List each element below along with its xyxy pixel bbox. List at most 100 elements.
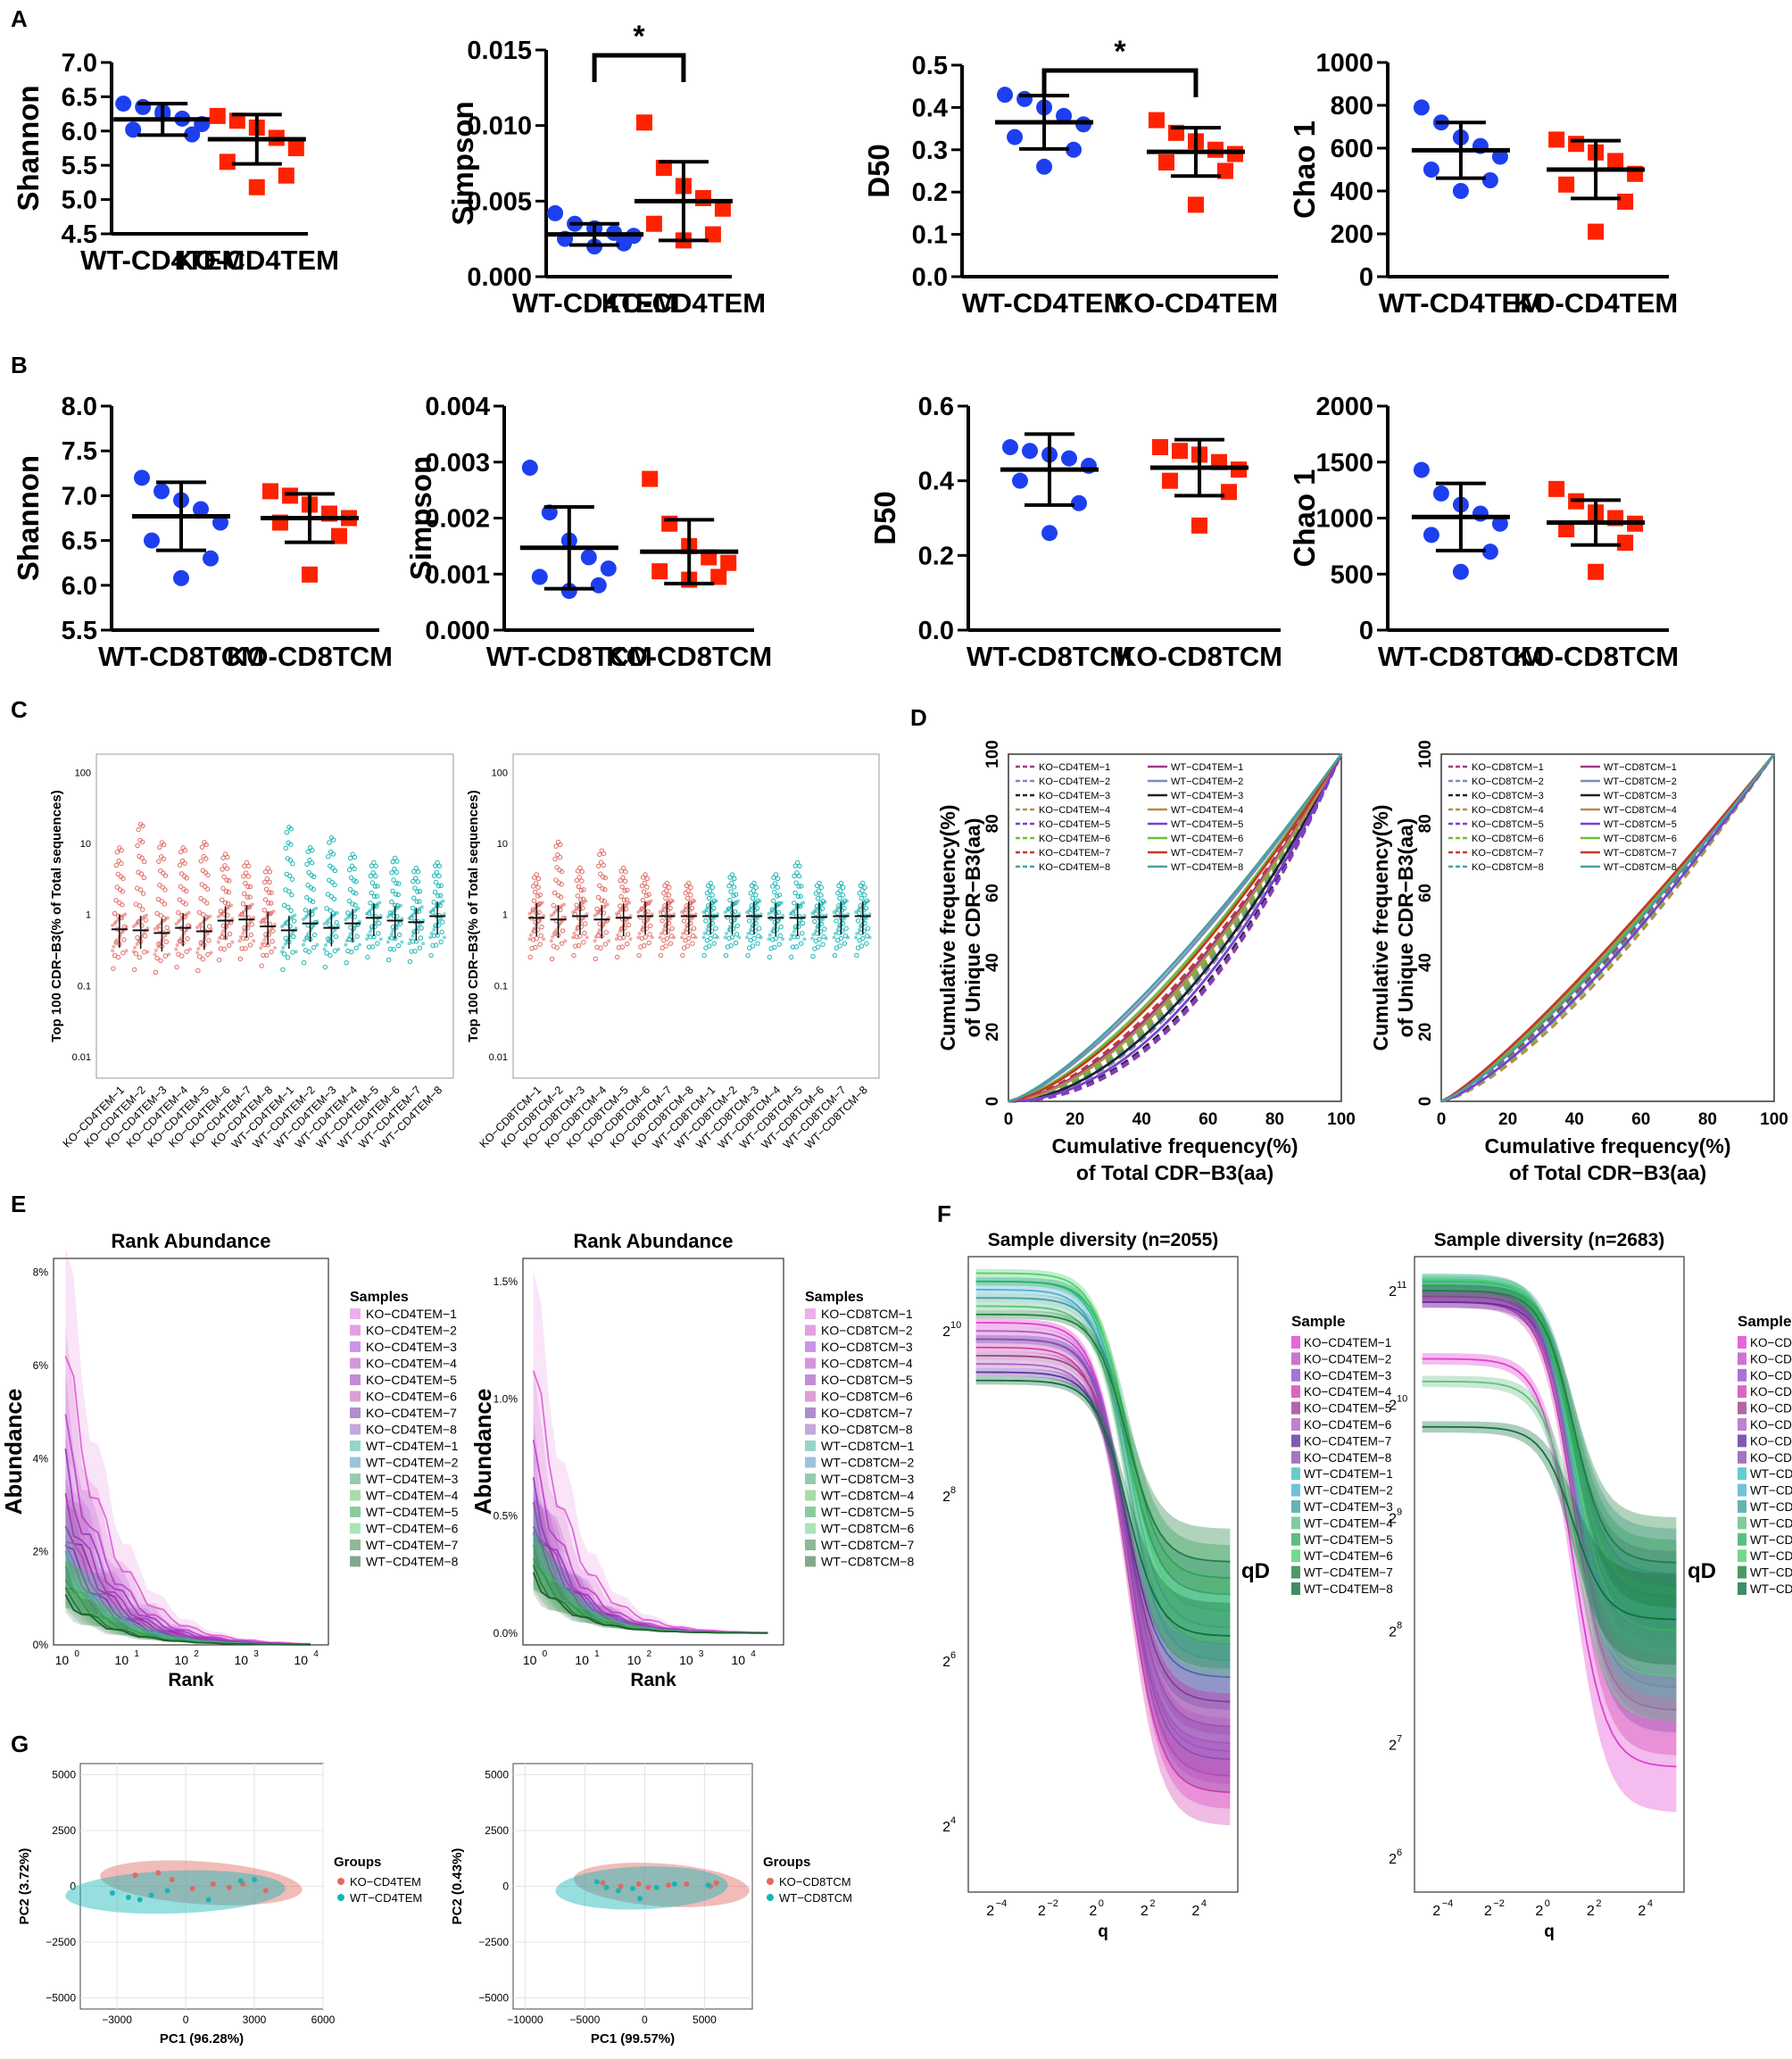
a-d50-xtick-label: WT-CD4TEM (962, 287, 1126, 319)
panel-label-g: G (11, 1731, 29, 1757)
e-cd4tem-legend-label: WT−CD4TEM−1 (366, 1439, 459, 1453)
g-cd8tcm-ko-point (713, 1880, 719, 1886)
c-cd8tcm-point (704, 891, 710, 896)
c-cd8tcm-point (857, 937, 862, 943)
c-cd8tcm-point (794, 859, 801, 866)
g-cd8tcm-ko-ellipse (573, 1863, 750, 1907)
c-cd4tem-point (182, 848, 188, 853)
e-cd4tem-legend-label: KO−CD4TEM−1 (366, 1307, 457, 1321)
f-cd8tcm-legend-key (1738, 1450, 1746, 1464)
d-cd8tcm-legend-label: WT−CD8TCM−1 (1604, 762, 1677, 773)
c-cd4tem-point (162, 953, 169, 959)
c-cd4tem-point (266, 901, 271, 906)
c-cd8tcm-point (767, 911, 771, 916)
c-cd8tcm-point (836, 883, 842, 889)
c-cd4tem-point (225, 854, 230, 860)
b-chao1-ko-point (1617, 535, 1634, 552)
c-cd4tem-point (344, 959, 349, 966)
c-cd4tem-point (131, 967, 137, 973)
c-cd4tem-point (438, 939, 444, 945)
f-cd8tcm-ytick-base: 2 (1389, 1625, 1397, 1640)
f-cd8tcm-legend-key (1738, 1516, 1746, 1530)
c-cd4tem-point (389, 899, 394, 905)
c-cd4tem-point (394, 880, 399, 886)
e-cd8tcm-legend-label: KO−CD8TCM−7 (821, 1406, 913, 1420)
c-cd8tcm-point (573, 943, 578, 949)
e-cd4tem-ylabel: Abundance (0, 1389, 27, 1515)
c-cd8tcm-point (552, 856, 558, 862)
c-cd4tem-point (230, 917, 235, 921)
e-cd4tem-legend-key (350, 1357, 361, 1369)
b-d50-ylabel: D50 (868, 491, 901, 545)
c-cd4tem-point (113, 898, 119, 903)
b-shannon-ytick-label: 6.5 (62, 527, 97, 556)
d-cd4tem-legend-label: KO−CD4TEM−6 (1039, 834, 1110, 844)
g-cd8tcm-wt-point (630, 1886, 635, 1891)
e-cd8tcm-xtick-exp: 1 (594, 1649, 600, 1659)
d-cd4tem-legend-label: WT−CD4TEM−7 (1171, 848, 1243, 859)
f-cd8tcm-legend-label: KO−CD8TCM−4 (1750, 1385, 1792, 1399)
e-cd4tem-legend-label: WT−CD4TEM−2 (366, 1456, 459, 1470)
c-cd4tem-point (431, 873, 437, 878)
c-cd8tcm-point (661, 891, 667, 896)
c-cd4tem-point (141, 950, 147, 955)
f-cd8tcm-ytick-base: 2 (1389, 1739, 1397, 1754)
c-cd8tcm-point (602, 887, 608, 893)
c-cd4tem-point (415, 869, 421, 875)
e-cd8tcm-legend-key (805, 1556, 816, 1567)
c-cd4tem-chart: 0.01 0.1 1 10 100 Top 100 CDR−B3(% of Total s… (49, 753, 454, 1150)
a-simpson-wt-point (616, 235, 633, 252)
c-cd8tcm-point (846, 935, 850, 940)
b-shannon-ko-point (302, 566, 318, 583)
c-cd4tem-point (162, 901, 168, 907)
c-cd4tem-point (262, 897, 269, 902)
c-cd8tcm-point (596, 863, 601, 869)
g-cd4tem-wt-ellipse (65, 1870, 286, 1914)
c-cd4tem-point (265, 866, 270, 871)
c-cd8tcm-point (731, 884, 737, 890)
c-cd8tcm-point (824, 936, 828, 941)
c-cd8tcm-point (614, 911, 618, 916)
c-cd4tem-point (153, 969, 159, 976)
b-simpson-ko-point (651, 563, 668, 580)
c-cd4tem-point (237, 939, 242, 943)
g-cd8tcm-legend-title: Groups (763, 1855, 810, 1870)
c-cd4tem-point (201, 912, 206, 917)
d-cd8tcm-ylabel: of Unique CDR−B3(aa) (1394, 818, 1417, 1038)
c-cd8tcm-point (585, 935, 589, 940)
d-cd8tcm-xtick-label: 40 (1565, 1110, 1584, 1129)
f-cd4tem-legend-key (1291, 1401, 1300, 1415)
c-cd8tcm-point (854, 952, 859, 959)
g-cd4tem-wt-point (205, 1897, 212, 1903)
f-cd4tem-ytick-base: 2 (942, 1820, 950, 1835)
f-cd4tem-legend-label: WT−CD4TEM−6 (1304, 1549, 1393, 1563)
f-cd8tcm-legend-label: WT−CD8TCM−8 (1750, 1582, 1792, 1596)
g-cd4tem-ko-point (189, 1886, 195, 1891)
c-cd4tem-point (330, 851, 336, 857)
c-cd4tem-point (145, 950, 150, 954)
g-cd8tcm-ytick-label: 2500 (485, 1824, 509, 1837)
f-cd8tcm-legend-key (1738, 1532, 1746, 1546)
f-cd4tem-ytick-exp: 4 (950, 1815, 956, 1826)
e-cd4tem-xtick-exp: 3 (253, 1649, 259, 1659)
c-cd8tcm-point (556, 880, 562, 885)
c-cd4tem-point (202, 898, 207, 903)
c-cd8tcm-point (842, 941, 848, 946)
g-cd4tem-ko-point (210, 1881, 216, 1887)
f-cd8tcm-legend-label: KO−CD8TCM−5 (1750, 1402, 1792, 1416)
c-cd8tcm-point (641, 925, 645, 929)
c-cd4tem-ytick-label: 10 (80, 839, 91, 850)
d-cd8tcm-legend-label: KO−CD8TCM−6 (1472, 834, 1544, 844)
b-chao1-wt-point (1452, 563, 1469, 580)
c-cd4tem-point (332, 948, 338, 954)
c-cd8tcm-point (813, 938, 819, 944)
c-cd4tem-point (281, 945, 286, 950)
e-cd8tcm-legend-key (805, 1407, 816, 1418)
c-cd4tem-point (328, 908, 334, 913)
c-cd4tem-point (417, 889, 423, 894)
c-cd4tem-point (154, 910, 160, 917)
c-cd8tcm-point (707, 888, 713, 893)
c-cd4tem-point (242, 928, 246, 933)
b-simpson-ko-point (642, 470, 659, 487)
